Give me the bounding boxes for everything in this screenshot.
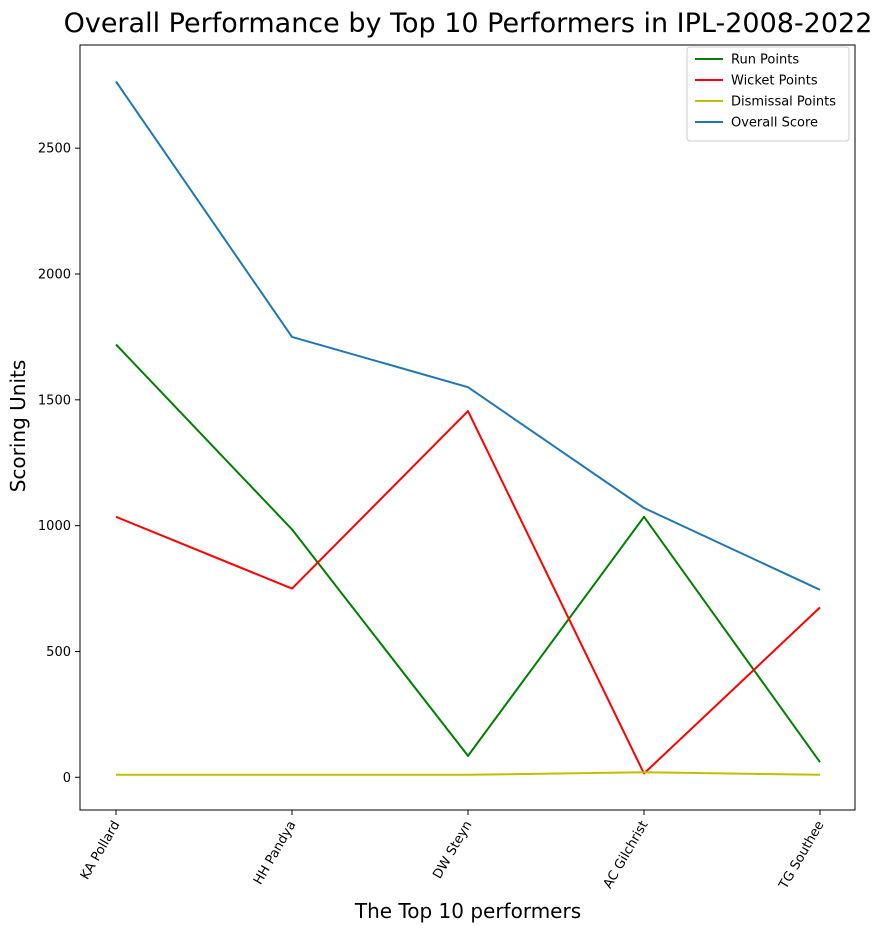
y-tick-label: 0 — [63, 771, 71, 786]
y-tick-label: 2500 — [38, 142, 71, 157]
y-tick-label: 1000 — [38, 519, 71, 534]
x-tick-label: DW Steyn — [430, 819, 475, 882]
legend-label: Overall Score — [731, 116, 818, 131]
plot-area: 0 500 1000 1500 2000 2500 KA Pollard HH Pandya D… — [38, 44, 856, 893]
series-line-dismissal-points — [116, 771, 821, 776]
x-tick-label: AC Gilchrist — [601, 819, 652, 892]
x-axis-label: The Top 10 performers — [354, 899, 581, 923]
chart-title: Overall Performance by Top 10 Performers… — [64, 8, 873, 39]
legend-label: Run Points — [731, 53, 799, 68]
y-tick-label: 2000 — [38, 267, 71, 282]
x-tick-label: KA Pollard — [78, 819, 124, 883]
y-tick-label: 1500 — [38, 393, 71, 408]
legend-box — [686, 46, 850, 142]
y-axis-label: Scoring Units — [6, 360, 30, 493]
series-line-wicket-points — [115, 410, 821, 775]
legend-label: Dismissal Points — [731, 95, 836, 110]
legend: Run Points Wicket Points Dismissal Points O… — [686, 46, 850, 142]
legend-label: Wicket Points — [731, 74, 818, 89]
series-line-overall-score — [115, 80, 821, 591]
y-tick-label: 500 — [46, 645, 71, 660]
x-tick-label: HH Pandya — [251, 819, 300, 888]
series-line-run-points — [115, 343, 821, 763]
x-tick-label: TG Southee — [776, 819, 827, 893]
